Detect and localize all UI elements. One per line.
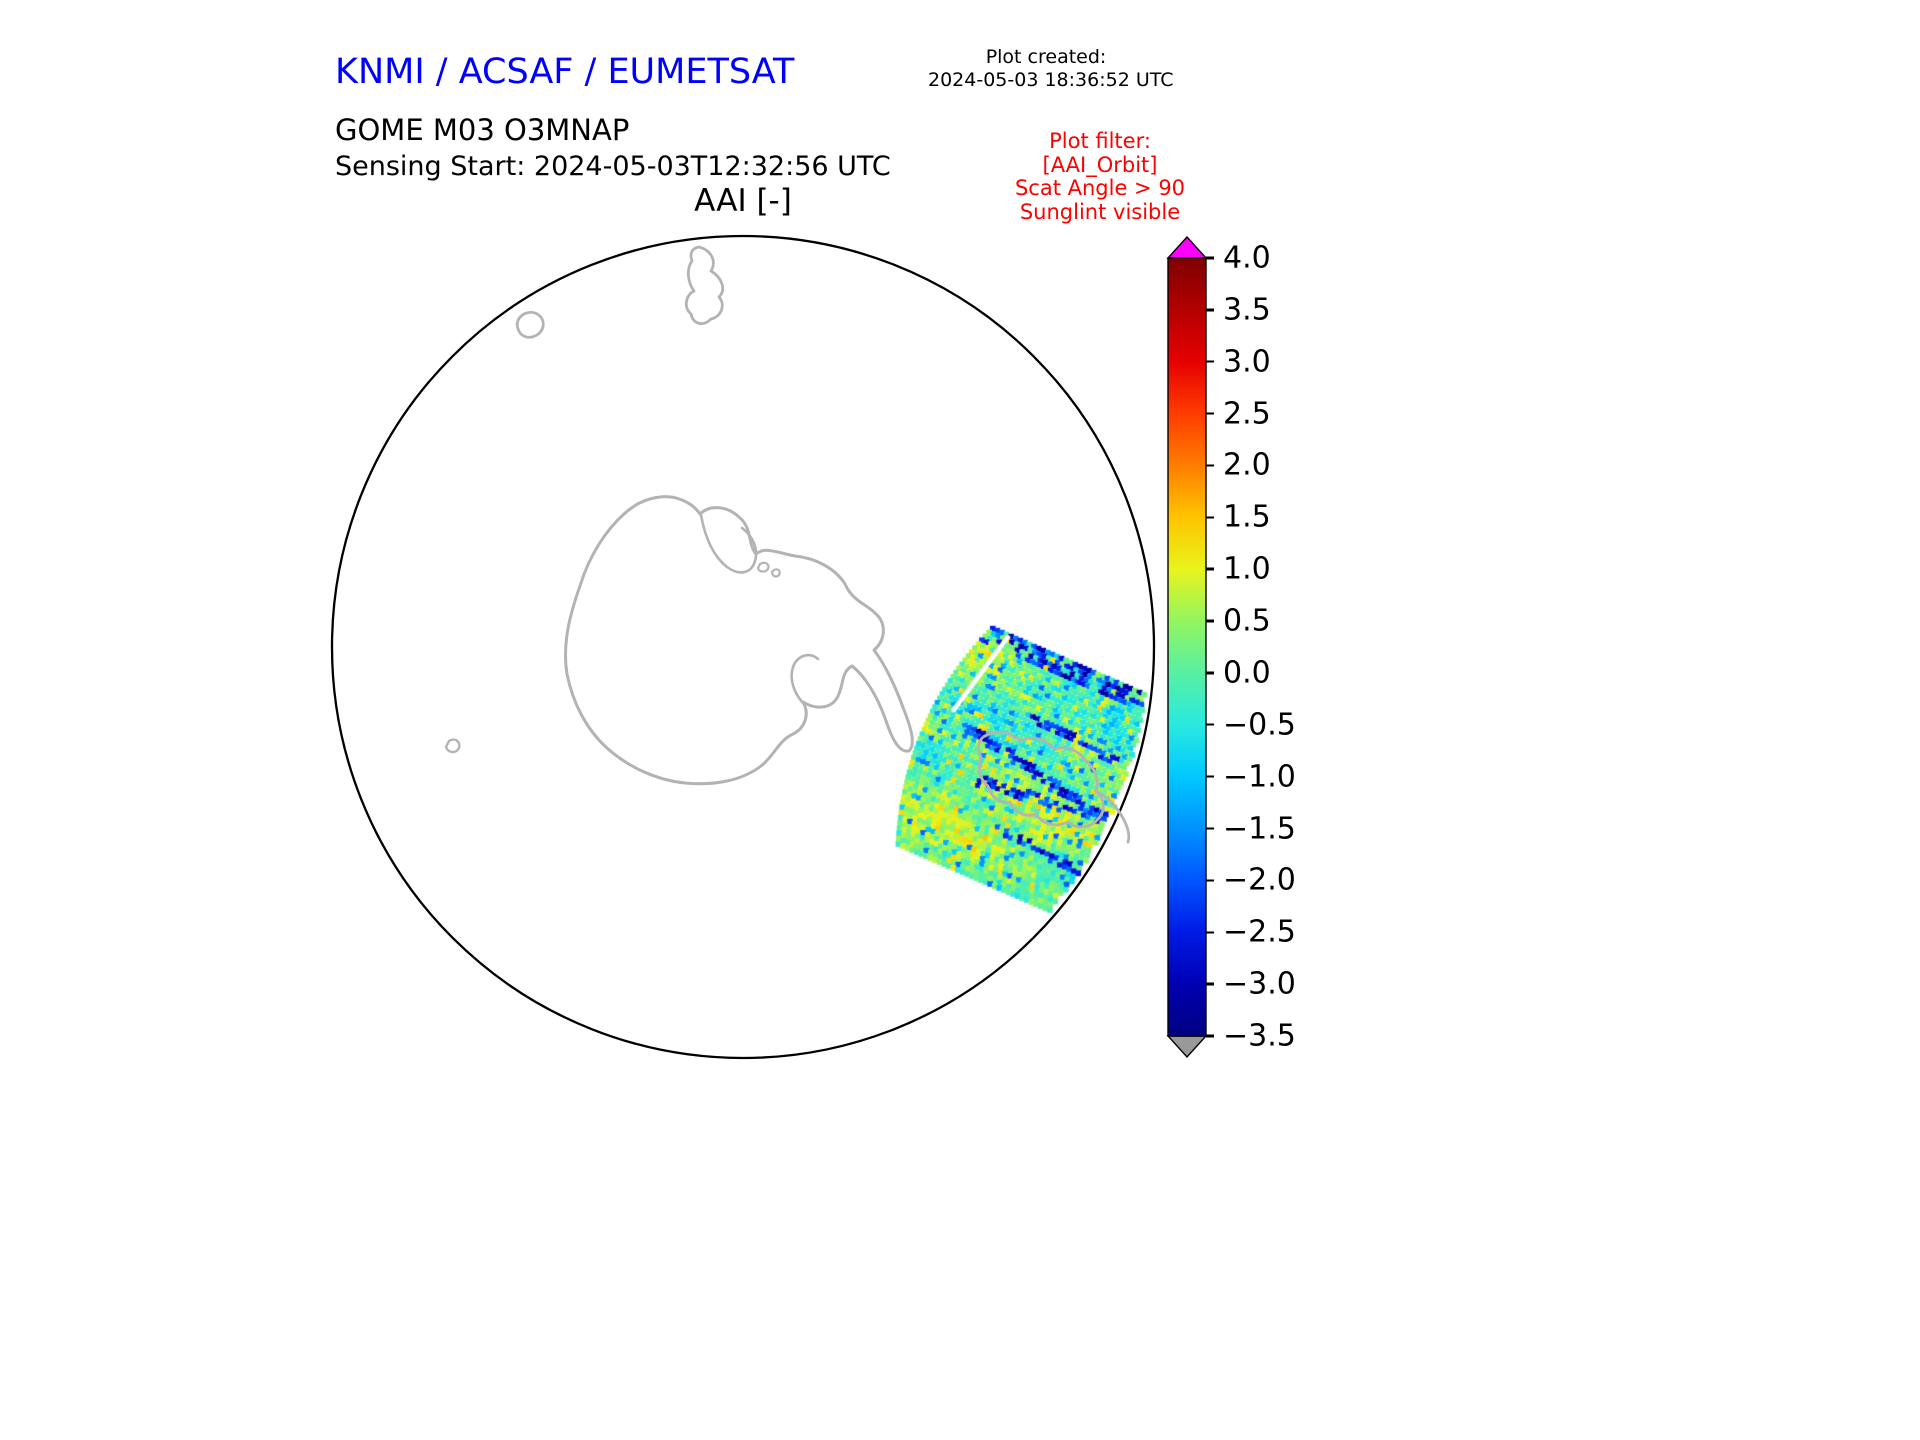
colorbar-tick-mark	[1206, 619, 1214, 623]
plot-filter-block: Plot filter: [AAI_Orbit] Scat Angle > 90…	[1014, 129, 1186, 224]
colorbar-tick: 1.5	[1206, 500, 1271, 535]
colorbar-tick-label: −2.5	[1223, 914, 1296, 950]
map-title: AAI [-]	[694, 183, 792, 219]
colorbar-tick-mark	[1206, 256, 1214, 260]
colorbar-tick-label: 0.5	[1223, 603, 1271, 639]
colorbar-tick-mark	[1206, 982, 1214, 986]
colorbar-tick: −3.0	[1206, 967, 1296, 1002]
coastline-antarctica	[563, 495, 914, 786]
colorbar-under-arrow	[1166, 1035, 1208, 1059]
colorbar-tick-mark	[1206, 464, 1214, 467]
colorbar-tick-label: −1.0	[1223, 759, 1296, 795]
colorbar-tick: 0.5	[1206, 604, 1271, 639]
plot-filter-line-2: [AAI_Orbit]	[1042, 152, 1158, 177]
colorbar-tick: −0.5	[1206, 707, 1296, 742]
colorbar-over-arrow	[1166, 236, 1208, 259]
colorbar-tick-mark	[1206, 671, 1214, 675]
map-boundary-circle	[330, 234, 1156, 1060]
coastline-south-america	[977, 730, 1105, 829]
colorbar-tick-label: 2.5	[1223, 396, 1271, 432]
product-title: GOME M03 O3MNAP	[335, 113, 630, 147]
colorbar	[1166, 236, 1208, 1059]
colorbar-tick-mark	[1206, 360, 1214, 363]
colorbar-tick: 2.5	[1206, 396, 1271, 431]
colorbar-tick-mark	[1206, 516, 1214, 519]
colorbar-tick-mark	[1206, 1034, 1214, 1038]
coastline-island-north	[684, 245, 725, 325]
plot-created-value: 2024-05-03 18:36:52 UTC	[928, 69, 1174, 91]
colorbar-tick: −3.5	[1206, 1019, 1296, 1054]
colorbar-tick: 0.0	[1206, 655, 1271, 690]
colorbar-tick-mark	[1206, 827, 1214, 830]
colorbar-tick-label: −1.5	[1223, 811, 1296, 847]
colorbar-tick: 1.0	[1206, 552, 1271, 587]
colorbar-tick-label: 3.0	[1223, 344, 1271, 380]
colorbar-tick-label: 0.0	[1223, 655, 1271, 691]
coastline-ross-inlet	[790, 653, 820, 705]
sensing-start: Sensing Start: 2024-05-03T12:32:56 UTC	[335, 151, 891, 182]
colorbar-tick-label: −3.5	[1223, 1018, 1296, 1054]
colorbar-tick: −1.0	[1206, 759, 1296, 794]
colorbar-tick: −2.0	[1206, 863, 1296, 898]
colorbar-tick: −2.5	[1206, 915, 1296, 950]
plot-filter-line-1: Plot filter:	[1049, 129, 1151, 153]
colorbar-tick-label: −2.0	[1223, 862, 1296, 898]
coastline-island-left-small	[444, 738, 461, 754]
colorbar-tick-label: 1.0	[1223, 551, 1271, 587]
plot-created-label: Plot created:	[985, 46, 1107, 68]
colorbar-tick-mark	[1206, 879, 1214, 882]
colorbar-tick-mark	[1206, 723, 1214, 726]
colorbar-tick-label: −3.0	[1223, 966, 1296, 1002]
coastline-island-west	[515, 310, 545, 339]
colorbar-tick-label: 4.0	[1223, 240, 1271, 276]
plot-created-block: Plot created: 2024-05-03 18:36:52 UTC	[928, 46, 1174, 92]
colorbar-tick: −1.5	[1206, 811, 1296, 846]
colorbar-tick: 2.0	[1206, 448, 1271, 483]
colorbar-tick-label: 1.5	[1223, 499, 1271, 535]
colorbar-tick-mark	[1206, 775, 1214, 778]
colorbar-tick: 3.0	[1206, 344, 1271, 379]
colorbar-tick-label: −0.5	[1223, 707, 1296, 743]
colorbar-tick-mark	[1206, 931, 1214, 934]
coastline-islet-b	[770, 568, 781, 578]
agency-title: KNMI / ACSAF / EUMETSAT	[335, 52, 795, 92]
colorbar-tick-mark	[1206, 308, 1214, 312]
coastline-south-america-ext	[1094, 789, 1131, 844]
colorbar-gradient-bar	[1167, 257, 1207, 1037]
plot-filter-line-4: Sunglint visible	[1019, 199, 1181, 224]
colorbar-tick-mark	[1206, 412, 1214, 415]
colorbar-tick-label: 3.5	[1223, 292, 1271, 328]
colorbar-tick: 4.0	[1206, 241, 1271, 276]
colorbar-tick-label: 2.0	[1223, 447, 1271, 483]
coastline-islet-a	[756, 561, 770, 573]
coastline-weddell-inlet	[699, 513, 758, 574]
plot-filter-line-3: Scat Angle > 90	[1014, 176, 1186, 200]
colorbar-tick: 3.5	[1206, 292, 1271, 327]
colorbar-tick-mark	[1206, 567, 1214, 571]
